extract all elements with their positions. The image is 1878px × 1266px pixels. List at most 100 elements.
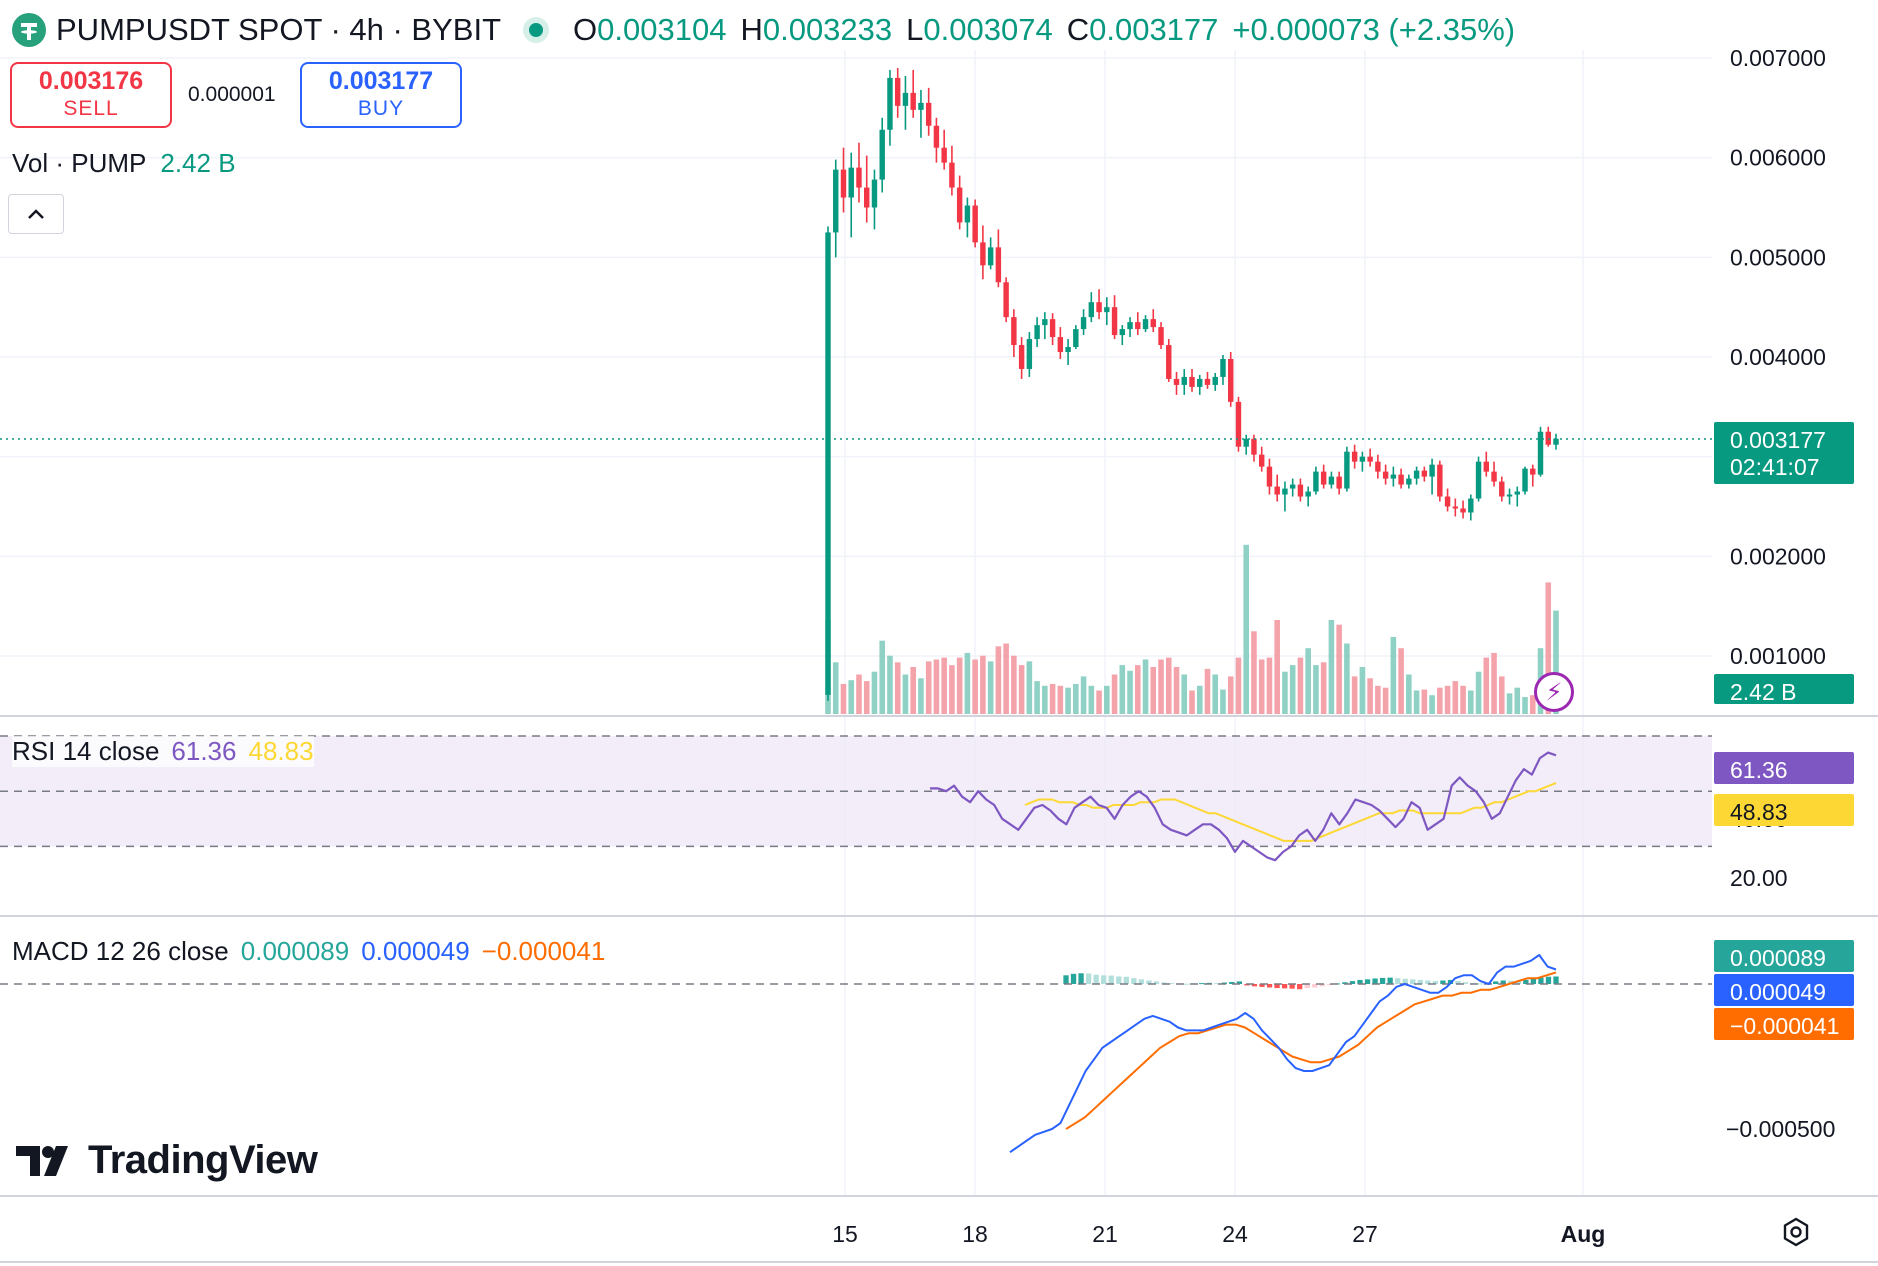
macd-histogram-bar: [1327, 984, 1333, 986]
market-status-dot[interactable]: [529, 23, 544, 37]
macd-histogram-bar: [1349, 981, 1356, 984]
candle-body: [825, 232, 831, 695]
candle-body: [879, 129, 885, 180]
volume-bar: [871, 671, 878, 714]
macd-histogram-bar: [1085, 973, 1092, 984]
candle-body: [987, 247, 994, 266]
macd-histogram-bar: [1108, 975, 1114, 984]
candle-body: [1344, 451, 1350, 489]
volume-bar: [918, 678, 924, 714]
volume-bar: [1452, 681, 1459, 714]
macd-histogram-bar: [1425, 980, 1431, 984]
macd-histogram-bar: [1553, 976, 1559, 984]
sell-button[interactable]: 0.003176 SELL: [10, 62, 172, 128]
candle-body: [1382, 471, 1389, 479]
candle-body: [1212, 376, 1218, 385]
volume-bar: [1189, 690, 1195, 714]
macd-signal-legend-value: −0.000041: [481, 936, 606, 966]
candle-body: [1545, 431, 1551, 445]
close-label: C: [1066, 12, 1090, 47]
candle-body: [1429, 464, 1435, 477]
candle-body: [1297, 484, 1304, 497]
candle-body: [949, 162, 955, 188]
candle-body: [864, 187, 870, 208]
macd-histogram-bar: [1199, 983, 1205, 985]
candle-body: [1080, 317, 1087, 330]
volume-bar: [1313, 665, 1319, 714]
candle-body: [1468, 498, 1474, 513]
volume-bar: [949, 665, 955, 714]
volume-bar: [941, 657, 947, 714]
volume-bars: [825, 544, 1559, 714]
volume-bar: [1196, 685, 1203, 714]
candle-body: [910, 92, 916, 110]
volume-bar: [1065, 687, 1071, 714]
candle-body: [833, 169, 839, 233]
change-value: +0.000073 (+2.35%): [1232, 12, 1516, 47]
volume-bar: [910, 667, 916, 714]
volume-bar: [1142, 659, 1149, 714]
volume-bar: [848, 680, 855, 714]
volume-bar: [1336, 624, 1342, 714]
volume-bar: [894, 662, 901, 714]
macd-histogram-bar: [1523, 979, 1529, 984]
candle-body: [1135, 322, 1141, 330]
macd-hist-badge: 0.000089: [1730, 945, 1826, 971]
macd-badge-bg: [1714, 974, 1854, 1006]
rsi-lines: [930, 751, 1557, 862]
date-axis-label: 24: [1222, 1221, 1248, 1247]
volume-bar: [1529, 695, 1536, 714]
volume-bar: [1165, 657, 1172, 714]
candle-body: [1096, 302, 1102, 313]
volume-bar: [1073, 683, 1079, 714]
macd-signal-line: [1065, 971, 1557, 1130]
macd-histogram-bar: [1530, 978, 1537, 984]
candle-body: [1483, 461, 1490, 472]
rsi-legend[interactable]: RSI 14 close 61.36 48.83: [12, 736, 314, 767]
symbol-title[interactable]: PUMPUSDT SPOT · 4h · BYBIT: [56, 12, 502, 47]
candle-body: [1553, 438, 1559, 445]
candle-body: [1057, 337, 1064, 353]
volume-bar: [1258, 659, 1265, 714]
volume-bar: [933, 659, 940, 714]
volume-bar: [956, 657, 963, 714]
date-axis-label: 18: [962, 1221, 988, 1247]
volume-bar: [1522, 697, 1528, 714]
tradingview-logo[interactable]: TradingView: [16, 1138, 318, 1183]
candle-body: [1088, 302, 1095, 318]
volume-bar: [1235, 657, 1242, 714]
macd-signal-badge-bg: [1714, 1008, 1854, 1040]
high-value: 0.003233: [762, 12, 893, 47]
flash-icon[interactable]: ⚡: [1534, 672, 1574, 712]
volume-bar: [1282, 671, 1288, 714]
collapse-legend-button[interactable]: [8, 194, 64, 234]
candle-body: [1111, 307, 1118, 336]
volume-bar: [1468, 690, 1474, 714]
candlesticks: [825, 67, 1559, 701]
volume-bar: [1344, 643, 1350, 714]
candle-body: [1460, 508, 1466, 513]
volume-bar: [1096, 690, 1102, 714]
buy-button[interactable]: 0.003177 BUY: [300, 62, 462, 128]
volume-legend[interactable]: Vol · PUMP 2.42 B: [12, 148, 236, 179]
tradingview-mark-icon: [16, 1145, 68, 1176]
candle-body: [1437, 464, 1443, 497]
buy-price: 0.003177: [328, 67, 434, 95]
macd-histogram-bar: [1131, 978, 1137, 984]
candle-body: [1421, 470, 1428, 477]
volume-legend-value: 2.42 B: [160, 148, 236, 178]
settings-gear-icon[interactable]: [1780, 1216, 1812, 1253]
volume-bar: [1251, 631, 1257, 714]
volume-bar: [1057, 685, 1064, 714]
macd-histogram: [0, 973, 1712, 990]
macd-histogram-bar: [1266, 984, 1273, 988]
macd-histogram-bar: [1500, 980, 1506, 984]
volume-legend-label: Vol · PUMP: [12, 148, 147, 178]
volume-bar: [1049, 683, 1056, 714]
candle-body: [1289, 484, 1296, 489]
volume-bar: [987, 661, 994, 714]
candle-body: [1328, 476, 1335, 485]
rsi-badge-bg: [1714, 752, 1854, 784]
volume-bar: [863, 681, 870, 714]
macd-legend[interactable]: MACD 12 26 close 0.000089 0.000049 −0.00004…: [12, 936, 605, 967]
